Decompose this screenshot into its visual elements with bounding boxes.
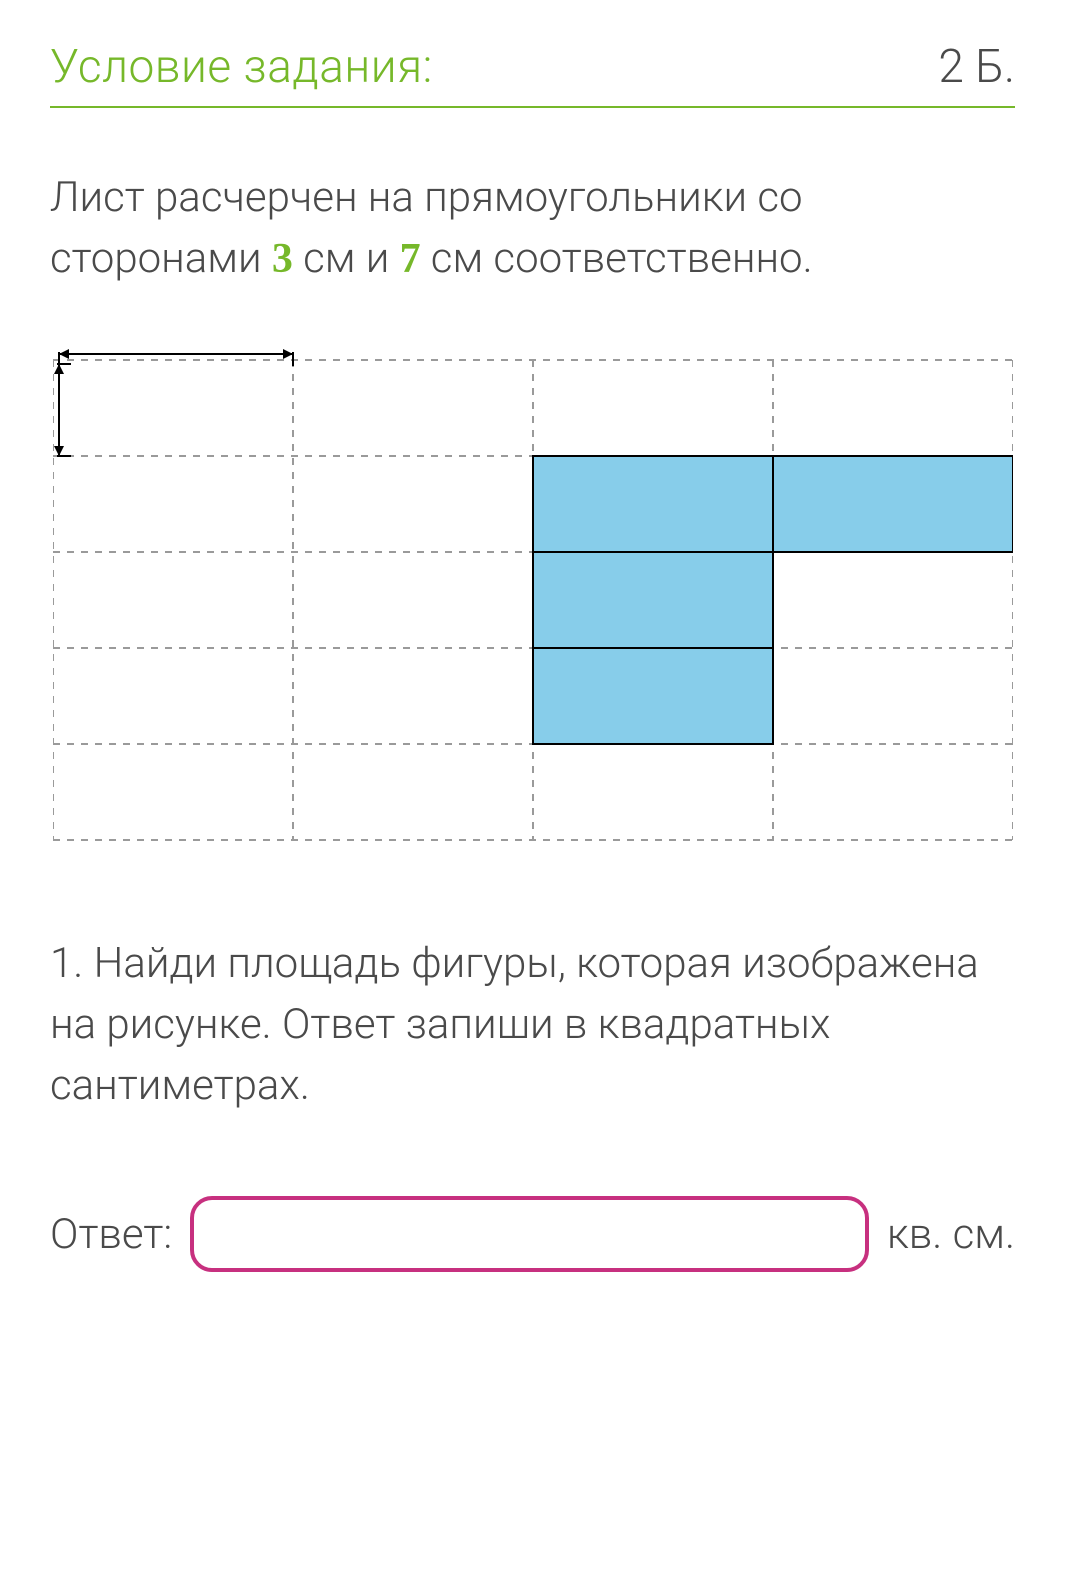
problem-num2: 7 <box>400 236 421 282</box>
diagram <box>53 340 1013 864</box>
header-points: 2 Б. <box>938 40 1015 94</box>
answer-input[interactable] <box>190 1196 869 1272</box>
answer-row: Ответ: кв. см. <box>50 1196 1015 1272</box>
question-text: 1. Найди площадь фигуры, которая изображ… <box>50 934 1015 1117</box>
problem-text-after: см соответственно. <box>421 234 813 283</box>
header-title: Условие задания: <box>50 40 433 94</box>
grid-diagram <box>53 340 1013 860</box>
answer-label: Ответ: <box>50 1210 172 1259</box>
problem-text-mid: см и <box>293 234 400 283</box>
problem-num1: 3 <box>272 236 293 282</box>
task-header: Условие задания: 2 Б. <box>50 40 1015 108</box>
problem-statement: Лист расчерчен на прямоугольники со стор… <box>50 168 1015 290</box>
answer-unit: кв. см. <box>887 1210 1015 1259</box>
